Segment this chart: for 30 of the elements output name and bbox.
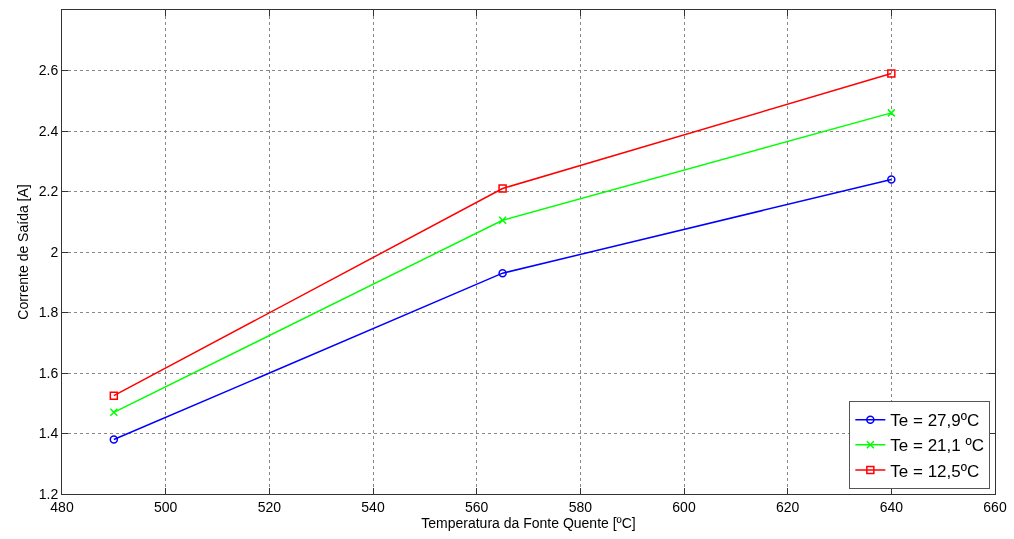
point (109, 391, 119, 400)
y-tick-label: 2.2 (38, 183, 59, 200)
x-tick-label: 640 (879, 498, 904, 515)
y-tick-label: 2.4 (38, 122, 59, 139)
point (887, 175, 896, 184)
x-tick-label: 500 (153, 498, 178, 515)
legend-label: Te = 12,5ºC (890, 461, 980, 481)
x-tick-label: 600 (672, 498, 696, 515)
y-tick-label: 2.6 (38, 62, 59, 79)
point (498, 184, 507, 193)
y-tick-label: 1.4 (38, 425, 59, 442)
point (498, 215, 507, 225)
legend-label: Te = 27,9ºC (890, 411, 980, 431)
point (109, 408, 119, 417)
x-tick-label: 660 (983, 498, 1007, 515)
x-tick-label: 520 (257, 498, 282, 515)
x-tick-label: 620 (775, 498, 800, 515)
legend-label: Te = 21,1 ºC (890, 436, 984, 456)
x-tick-label: 580 (568, 498, 593, 515)
x-tick-label: 560 (464, 498, 489, 515)
point (887, 69, 896, 78)
y-axis-title: Corrente de Saída [A] (15, 184, 32, 320)
y-tick-label: 1.8 (38, 304, 59, 321)
y-tick-label: 2 (50, 243, 59, 260)
x-tick-label: 540 (361, 498, 385, 515)
point (498, 268, 507, 278)
y-tick-label: 1.6 (38, 364, 59, 381)
x-axis-title: Temperatura da Fonte Quente [ºC] (421, 515, 636, 532)
point (887, 108, 896, 118)
point (109, 435, 119, 444)
